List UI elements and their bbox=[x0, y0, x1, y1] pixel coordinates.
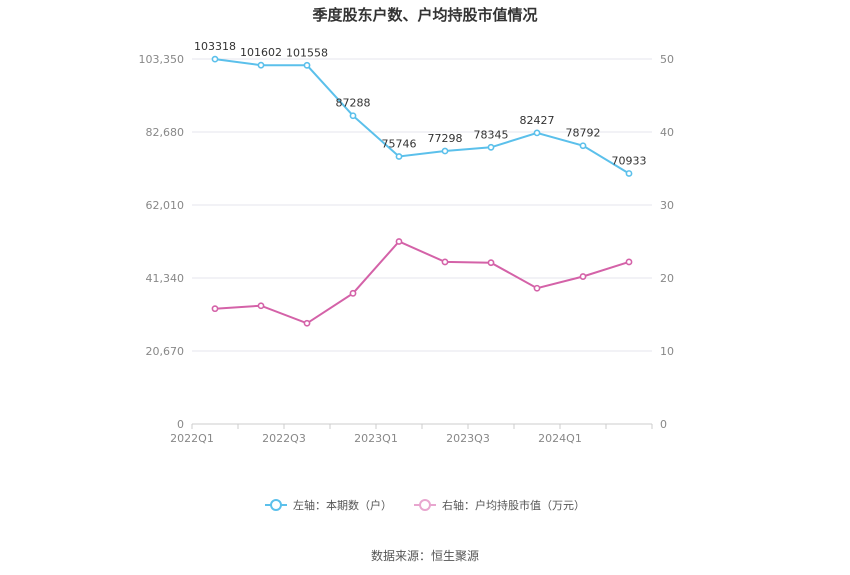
data-point bbox=[533, 129, 541, 137]
x-tick-label: 2023Q3 bbox=[446, 432, 490, 445]
data-point bbox=[533, 284, 541, 292]
data-point bbox=[349, 289, 357, 297]
left-tick-label: 20,670 bbox=[146, 345, 185, 358]
left-tick-label: 103,350 bbox=[139, 53, 185, 66]
data-label: 78792 bbox=[566, 127, 601, 140]
series-lines bbox=[214, 58, 630, 325]
data-point bbox=[211, 305, 219, 313]
legend-line-holders-icon bbox=[265, 499, 287, 511]
right-tick-label: 40 bbox=[660, 126, 674, 139]
data-label: 103318 bbox=[194, 40, 236, 53]
left-tick-label: 41,340 bbox=[146, 272, 185, 285]
left-tick-label: 62,010 bbox=[146, 199, 185, 212]
data-source: 数据来源：恒生聚源 bbox=[370, 549, 479, 563]
left-axis-ticks: 0 20,670 41,340 62,010 82,680 103,350 bbox=[139, 53, 185, 431]
data-label: 77298 bbox=[428, 132, 463, 145]
chart-title: 季度股东户数、户均持股市值情况 bbox=[312, 6, 538, 24]
data-label: 78345 bbox=[474, 128, 509, 141]
data-point bbox=[211, 55, 219, 63]
data-label: 101558 bbox=[286, 46, 328, 59]
data-label: 101602 bbox=[240, 46, 282, 59]
right-axis-ticks: 0 10 20 30 40 50 bbox=[660, 53, 674, 431]
data-point bbox=[579, 273, 587, 280]
legend-label-holders: 左轴：本期数（户） bbox=[293, 499, 392, 512]
data-label: 70933 bbox=[612, 154, 647, 167]
data-point bbox=[487, 259, 495, 267]
right-tick-label: 30 bbox=[660, 199, 674, 212]
data-point bbox=[303, 319, 311, 327]
data-label: 82427 bbox=[520, 114, 555, 127]
data-point bbox=[257, 302, 265, 310]
series-points bbox=[211, 55, 633, 327]
grid-lines bbox=[192, 58, 652, 425]
data-label: 87288 bbox=[336, 97, 371, 110]
data-point bbox=[303, 61, 311, 69]
data-point bbox=[441, 147, 449, 155]
legend-item-avg-value[interactable]: 右轴：户均持股市值（万元） bbox=[414, 497, 585, 513]
right-tick-label: 50 bbox=[660, 53, 674, 66]
legend: 左轴：本期数（户） 右轴：户均持股市值（万元） bbox=[0, 497, 850, 513]
data-point bbox=[441, 258, 449, 266]
data-point bbox=[625, 170, 633, 177]
right-tick-label: 0 bbox=[660, 418, 667, 431]
right-tick-label: 10 bbox=[660, 345, 674, 358]
data-point bbox=[395, 238, 403, 245]
x-tick-label: 2022Q1 bbox=[170, 432, 214, 445]
data-point bbox=[579, 142, 587, 150]
data-point bbox=[349, 112, 357, 120]
data-label: 75746 bbox=[382, 137, 417, 150]
data-point bbox=[625, 258, 633, 266]
series-line-0 bbox=[214, 58, 630, 175]
data-point bbox=[257, 61, 265, 69]
series-line-1 bbox=[214, 240, 630, 325]
x-tick-label: 2024Q1 bbox=[538, 432, 582, 445]
data-labels: 103318 101602 101558 87288 75746 77298 78345 82… bbox=[194, 40, 647, 167]
legend-item-holders[interactable]: 左轴：本期数（户） bbox=[265, 497, 392, 513]
data-point bbox=[487, 143, 495, 151]
left-tick-label: 82,680 bbox=[146, 126, 185, 139]
legend-line-avg-value-icon bbox=[414, 499, 436, 511]
right-tick-label: 20 bbox=[660, 272, 674, 285]
line-chart: 0 20,670 41,340 62,010 82,680 103,350 0 10 20 30… bbox=[139, 40, 675, 445]
x-tick-label: 2023Q1 bbox=[354, 432, 398, 445]
left-tick-label: 0 bbox=[177, 418, 184, 431]
x-axis-ticks: 2022Q1 2022Q3 2023Q1 2023Q3 2024Q1 bbox=[170, 424, 653, 445]
x-tick-label: 2022Q3 bbox=[262, 432, 306, 445]
legend-label-avg-value: 右轴：户均持股市值（万元） bbox=[442, 499, 585, 512]
data-point bbox=[395, 153, 403, 160]
